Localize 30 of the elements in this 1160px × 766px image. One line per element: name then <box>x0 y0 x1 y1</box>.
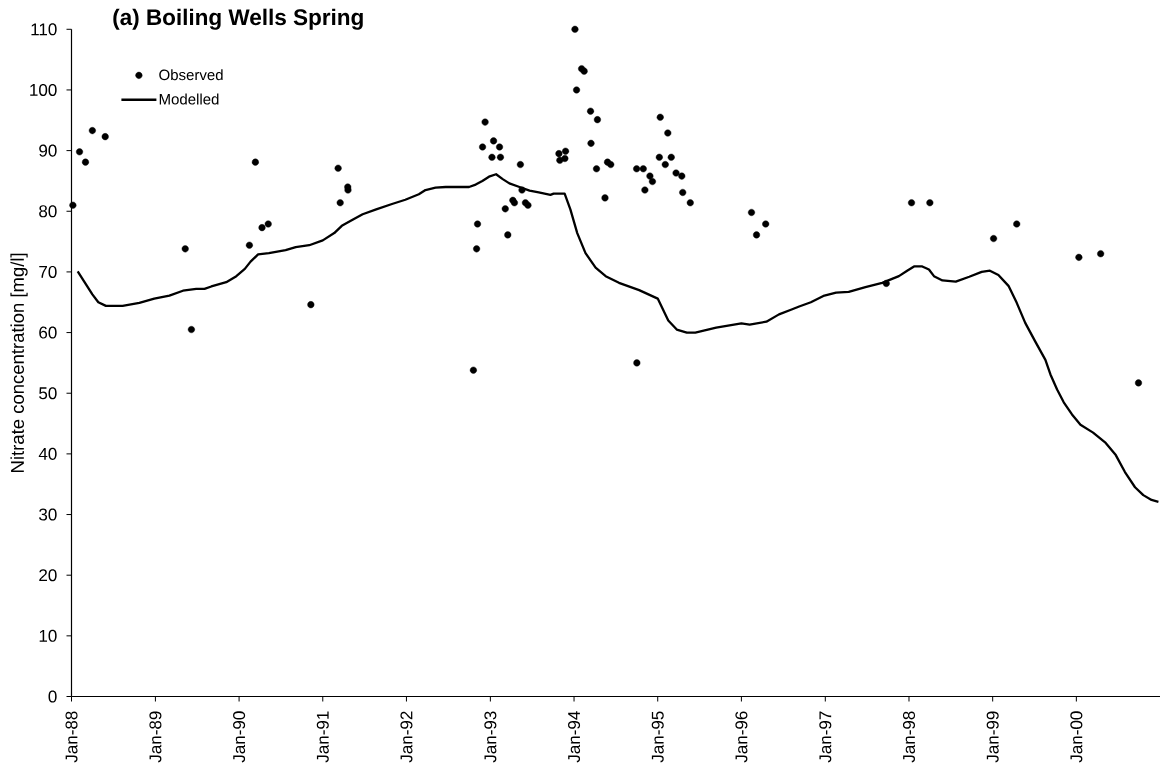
legend-label: Observed <box>159 69 223 81</box>
x-tick-label: Jan-92 <box>400 711 413 763</box>
legend-label: Modelled <box>159 93 219 105</box>
x-tick-label: Jan-96 <box>735 711 748 763</box>
y-tick-label: 110 <box>31 23 57 36</box>
y-tick-label: 0 <box>48 690 57 703</box>
y-tick-label: 40 <box>38 447 57 460</box>
x-tick-label: Jan-93 <box>484 711 497 763</box>
y-tick-label: 70 <box>39 265 57 278</box>
x-tick-label: Jan-91 <box>316 711 329 763</box>
y-axis-title: Nitrate concentration [mg/l] <box>10 253 28 472</box>
x-tick-label: Jan-89 <box>149 711 162 763</box>
x-tick-label: Jan-00 <box>1070 711 1083 763</box>
y-tick-label: 50 <box>39 387 57 400</box>
y-tick-label: 10 <box>39 629 57 642</box>
chart-title: (a) Boiling Wells Spring <box>113 8 363 30</box>
x-tick-label: Jan-98 <box>902 711 916 763</box>
x-tick-label: Jan-99 <box>986 711 999 763</box>
line-series <box>76 173 1160 503</box>
x-tick-label: Jan-97 <box>819 711 832 763</box>
y-tick-label: 30 <box>39 508 57 521</box>
y-tick-label: 20 <box>39 569 57 582</box>
x-tick-label: Jan-90 <box>233 711 246 763</box>
x-tick-label: Jan-94 <box>568 711 581 763</box>
x-tick-label: Jan-95 <box>651 711 664 763</box>
y-tick-label: 80 <box>39 205 57 218</box>
y-tick-label: 60 <box>39 326 57 339</box>
y-tick-label: 90 <box>39 144 57 157</box>
x-tick-label: Jan-88 <box>65 711 78 763</box>
y-tick-label: 100 <box>30 83 57 96</box>
